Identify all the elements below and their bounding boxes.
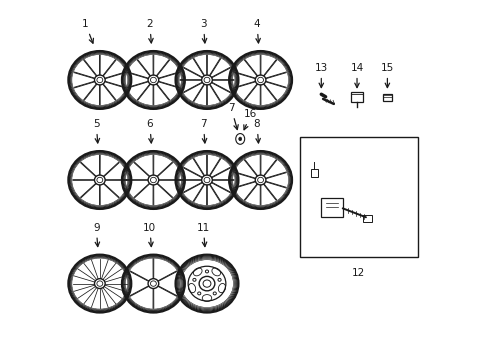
- Text: 5: 5: [93, 119, 100, 143]
- Text: 12: 12: [351, 267, 365, 278]
- Text: 15: 15: [380, 63, 393, 87]
- Text: 1: 1: [82, 19, 93, 43]
- Text: 11: 11: [196, 222, 210, 247]
- Bar: [310, 169, 317, 177]
- Bar: [299, 137, 417, 257]
- Bar: [321, 198, 342, 217]
- Text: 8: 8: [253, 119, 260, 143]
- Text: 7: 7: [227, 103, 238, 130]
- Text: 3: 3: [200, 19, 206, 43]
- Text: 9: 9: [93, 222, 100, 247]
- Bar: [363, 215, 371, 222]
- Text: 14: 14: [350, 63, 363, 87]
- Text: 7: 7: [200, 119, 206, 143]
- Bar: [382, 94, 391, 102]
- Text: 16: 16: [244, 109, 257, 130]
- Text: 6: 6: [146, 119, 153, 143]
- Text: 13: 13: [314, 63, 327, 87]
- Text: 4: 4: [253, 19, 260, 43]
- Text: 2: 2: [146, 19, 153, 43]
- Text: 10: 10: [143, 222, 156, 247]
- Ellipse shape: [238, 137, 241, 141]
- Bar: [350, 93, 363, 103]
